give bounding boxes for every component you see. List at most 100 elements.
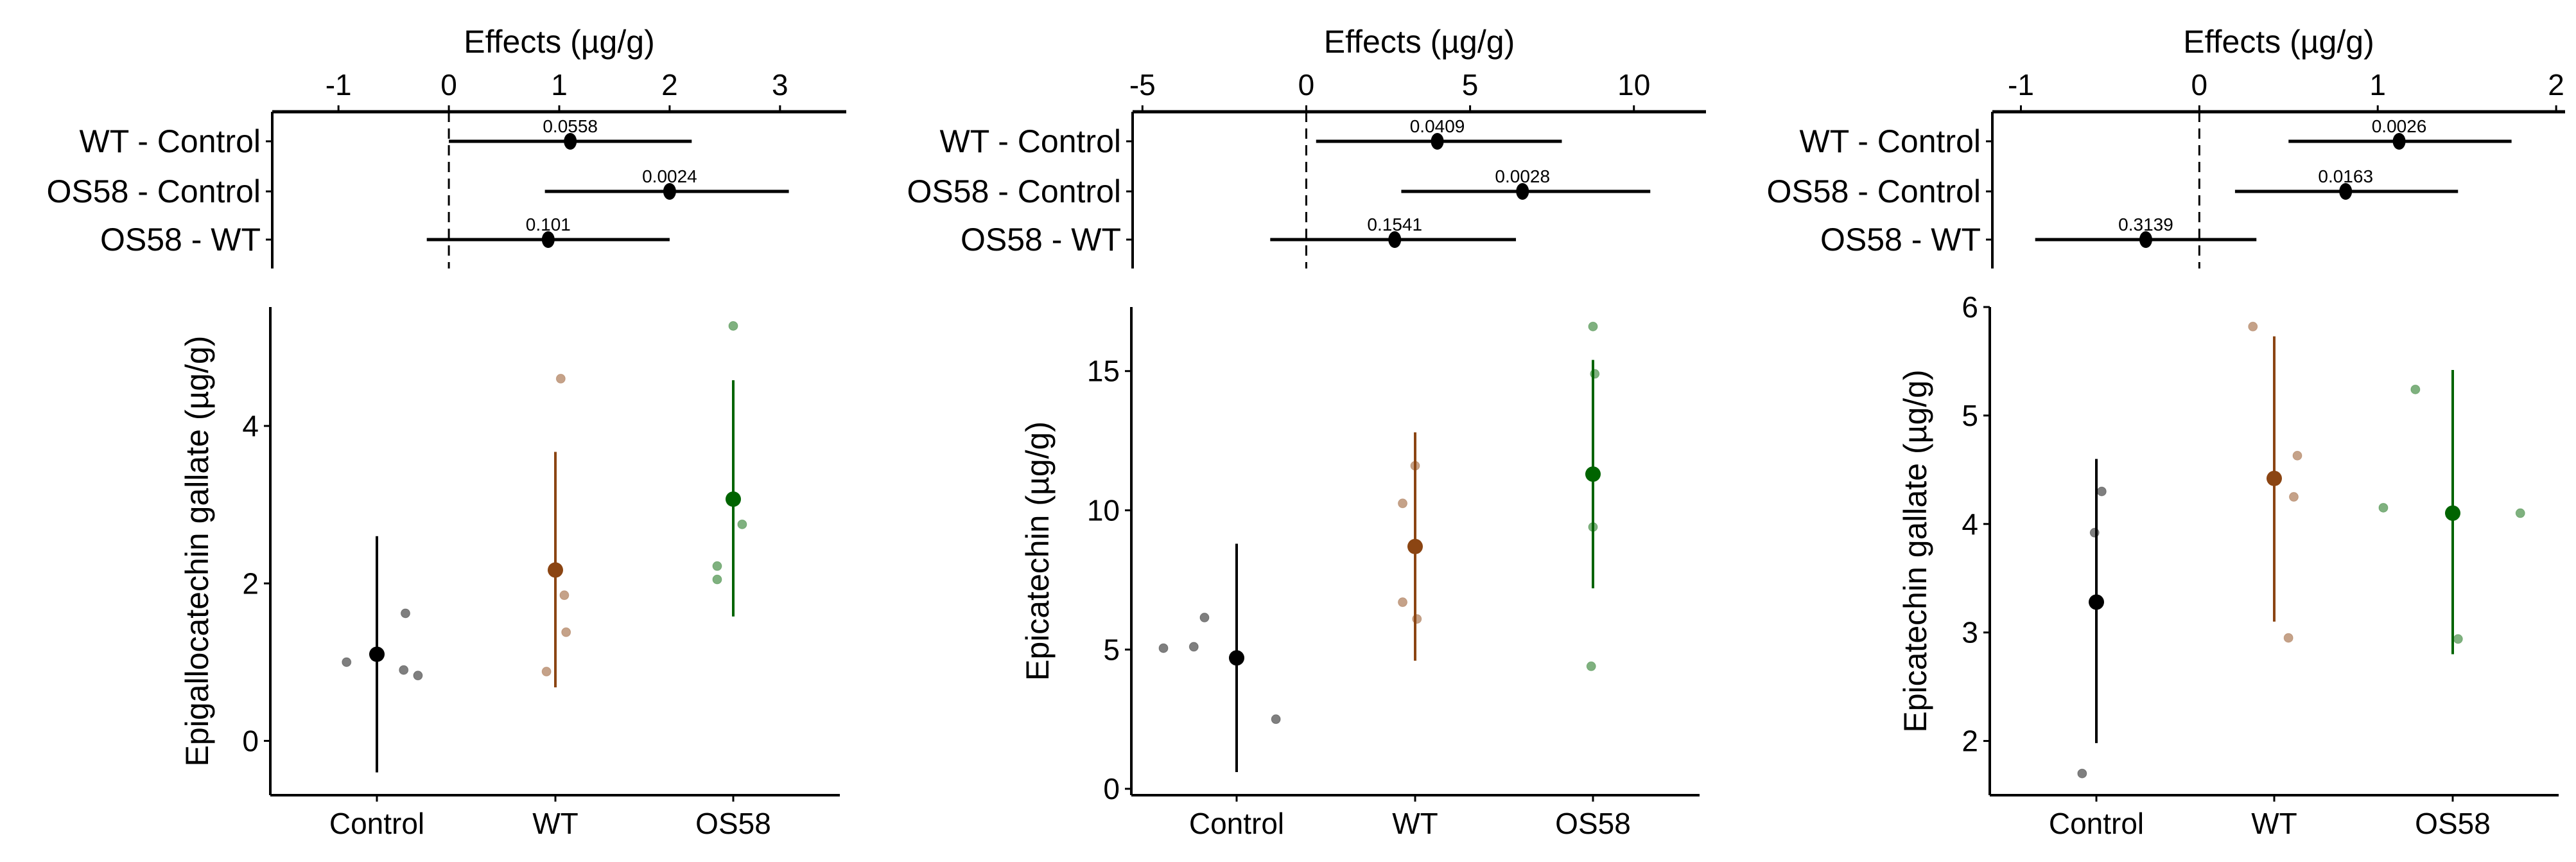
forest-x-tick-label: -5 <box>1129 68 1156 101</box>
x-tick-label: WT <box>532 807 579 840</box>
forest-estimate-point <box>1431 133 1444 150</box>
forest-title: Effects (µg/g) <box>464 24 654 60</box>
y-tick-label: 2 <box>1962 725 1978 758</box>
forest-p-value-label: 0.0409 <box>1410 116 1465 136</box>
forest-x-tick-label: -1 <box>326 68 352 101</box>
group-mean-point <box>548 562 563 578</box>
forest-x-tick-label: 10 <box>1617 68 1650 101</box>
dot-plot-1: 0 2 4 Epigallocatechin gallate (µg/g) Contro… <box>179 307 840 840</box>
data-point <box>712 561 722 571</box>
forest-p-value-label: 0.0026 <box>2372 116 2427 136</box>
data-point <box>400 608 410 619</box>
forest-row-label: OS58 - Control <box>47 173 261 209</box>
x-tick-label: OS58 <box>1555 807 1631 840</box>
data-point <box>399 665 409 675</box>
group-mean-point <box>726 491 741 507</box>
data-point <box>1590 369 1600 379</box>
forest-x-tick-label: 1 <box>551 68 568 101</box>
y-axis-label: Epicatechin gallate (µg/g) <box>1897 369 1933 732</box>
forest-row-label: OS58 - WT <box>100 222 261 258</box>
y-tick-label: 5 <box>1103 633 1120 666</box>
data-point <box>1199 612 1210 622</box>
data-point <box>2248 321 2258 331</box>
forest-x-tick-label: 0 <box>440 68 457 101</box>
y-axis-label: Epicatechin (µg/g) <box>1020 421 1056 681</box>
x-tick-label: Control <box>1189 807 1284 840</box>
data-point <box>561 627 571 637</box>
group-mean-point <box>2089 594 2104 610</box>
data-point <box>1412 614 1422 624</box>
data-point <box>2378 502 2389 513</box>
forest-title: Effects (µg/g) <box>1324 24 1515 60</box>
forest-estimate-point <box>541 231 555 248</box>
dot-plot-2: 0 5 10 15 Epicatechin (µg/g) Control WT OS58 <box>1020 307 1700 840</box>
data-point <box>2089 527 2100 538</box>
y-tick-label: 4 <box>242 409 259 443</box>
forest-row-label: WT - Control <box>1800 123 1981 159</box>
forest-x-tick-label: 1 <box>2369 68 2386 101</box>
group-mean-point <box>1585 466 1601 482</box>
forest-plot-1: Effects (µg/g) -1 0 1 2 3 WT - Control 0.0558 OS… <box>47 24 846 268</box>
group-mean-point <box>2267 470 2282 486</box>
data-point <box>737 519 747 529</box>
forest-p-value-label: 0.3139 <box>2118 215 2173 234</box>
y-tick-label: 6 <box>1962 290 1978 324</box>
data-point <box>2283 633 2293 643</box>
forest-x-tick-label: 0 <box>1298 68 1315 101</box>
y-tick-label: 15 <box>1087 355 1120 388</box>
data-point <box>1588 321 1598 331</box>
forest-row-label: OS58 - WT <box>1820 222 1981 258</box>
data-point <box>1271 714 1281 725</box>
forest-row-label: WT - Control <box>940 123 1121 159</box>
forest-p-value-label: 0.0558 <box>543 116 598 136</box>
y-tick-label: 0 <box>242 724 259 757</box>
x-tick-label: OS58 <box>2415 807 2491 840</box>
x-tick-label: Control <box>2049 807 2144 840</box>
data-point <box>712 574 722 585</box>
data-point <box>2453 634 2463 644</box>
forest-row-label: OS58 - Control <box>1767 173 1981 209</box>
forest-estimate-point <box>1516 183 1529 200</box>
forest-x-tick-label: 3 <box>772 68 788 101</box>
data-point <box>2077 768 2087 778</box>
data-point <box>1398 597 1408 608</box>
forest-p-value-label: 0.0028 <box>1495 166 1550 186</box>
data-point <box>1398 498 1408 509</box>
forest-p-value-label: 0.101 <box>526 215 571 234</box>
data-point <box>1188 642 1199 652</box>
y-tick-label: 3 <box>1962 616 1978 649</box>
data-point <box>2292 450 2302 461</box>
x-tick-label: WT <box>1392 807 1438 840</box>
x-tick-label: WT <box>2251 807 2297 840</box>
group-mean-point <box>1229 650 1244 666</box>
dot-plot-3: 2 3 4 5 6 Epicatechin gallate (µg/g) Control WT… <box>1897 290 2559 840</box>
x-tick-label: Control <box>329 807 424 840</box>
forest-p-value-label: 0.1541 <box>1367 215 1422 234</box>
forest-row-label: OS58 - WT <box>961 222 1121 258</box>
y-tick-label: 0 <box>1103 772 1120 805</box>
group-mean-point <box>369 646 385 662</box>
data-point <box>559 590 570 601</box>
group-mean-point <box>2445 505 2460 521</box>
forest-p-value-label: 0.0024 <box>642 166 697 186</box>
y-tick-label: 2 <box>242 567 259 600</box>
x-tick-label: OS58 <box>695 807 771 840</box>
data-point <box>541 667 552 677</box>
y-tick-label: 10 <box>1087 493 1120 527</box>
forest-title: Effects (µg/g) <box>2183 24 2374 60</box>
data-point <box>1158 643 1169 653</box>
forest-p-value-label: 0.0163 <box>2318 166 2373 186</box>
forest-estimate-point <box>2139 231 2152 248</box>
data-point <box>728 321 738 331</box>
forest-x-tick-label: 0 <box>2191 68 2208 101</box>
y-axis-label: Epigallocatechin gallate (µg/g) <box>179 336 215 767</box>
data-point <box>413 671 423 681</box>
forest-plot-2: Effects (µg/g) -5 0 5 10 WT - Control 0.0409 OS… <box>907 24 1706 268</box>
data-point <box>2288 492 2299 502</box>
forest-x-tick-label: 2 <box>661 68 678 101</box>
forest-estimate-point <box>564 133 577 150</box>
forest-estimate-point <box>1388 231 1402 248</box>
data-point <box>1586 661 1596 671</box>
forest-estimate-point <box>2392 133 2406 150</box>
